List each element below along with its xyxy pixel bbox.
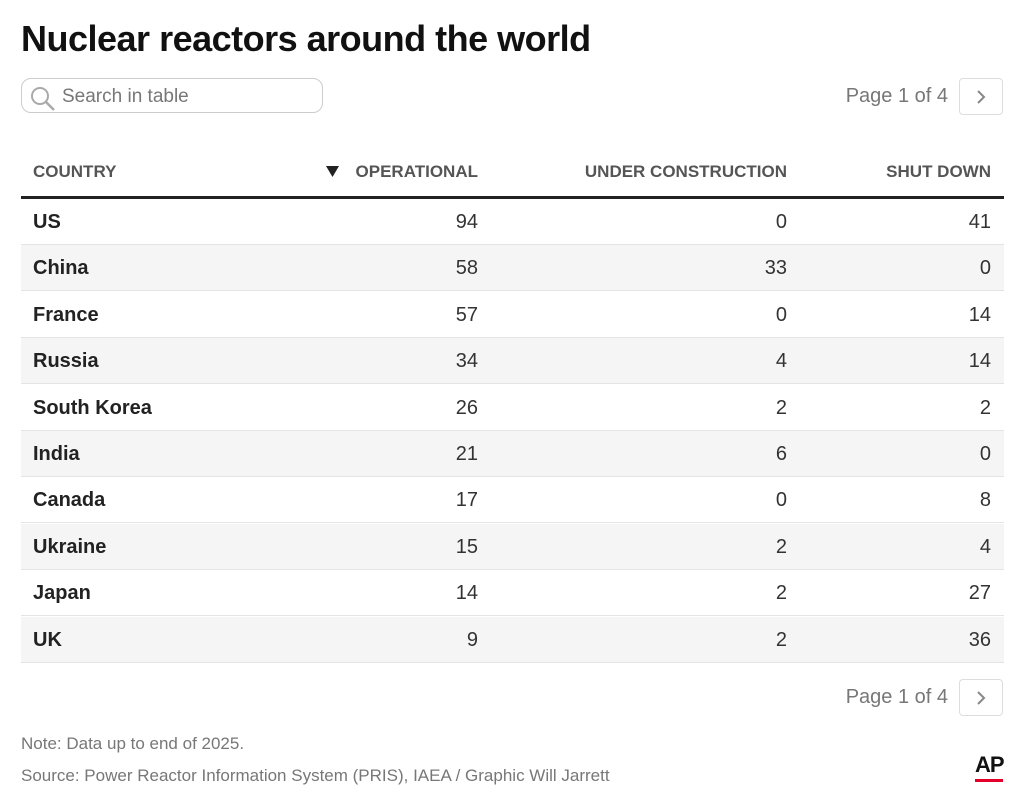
logo: AP bbox=[975, 752, 1005, 777]
number-cell: 2 bbox=[775, 628, 787, 651]
number-cell: 26 bbox=[455, 396, 478, 419]
number-cell: 41 bbox=[968, 211, 991, 233]
number-cell: 2 bbox=[775, 396, 787, 419]
search-placeholder: Search in table bbox=[62, 86, 189, 107]
chevron bbox=[977, 691, 986, 705]
number-cell: 6 bbox=[775, 443, 787, 465]
country-cell: Japan bbox=[33, 582, 91, 605]
country-cell: Canada bbox=[33, 489, 106, 512]
number-cell: 14 bbox=[968, 303, 991, 326]
column-header: SHUT DOWN bbox=[886, 162, 991, 181]
title: Nuclear reactors around the world bbox=[21, 18, 591, 59]
country-cell: India bbox=[33, 443, 80, 465]
number-cell: 0 bbox=[979, 443, 991, 465]
number-cell: 0 bbox=[775, 303, 787, 326]
logo-underline bbox=[975, 779, 1003, 782]
number-cell: 0 bbox=[775, 211, 787, 233]
search-box[interactable]: Search in table bbox=[21, 78, 323, 113]
number-cell: 33 bbox=[764, 257, 787, 280]
table-row: Ukraine 15 2 4 bbox=[21, 523, 1004, 570]
number-cell: 0 bbox=[979, 257, 991, 280]
chevron bbox=[977, 90, 986, 104]
table-row: France 57 0 14 bbox=[21, 291, 1004, 338]
table-row: South Korea 26 2 2 bbox=[21, 384, 1004, 431]
table-row: US 94 0 41 bbox=[21, 199, 1004, 245]
country-cell: France bbox=[33, 303, 99, 326]
number-cell: 14 bbox=[968, 350, 991, 373]
note: Note: Data up to end of 2025. bbox=[21, 734, 245, 753]
table-row: China 58 33 0 bbox=[21, 245, 1004, 292]
country-cell: South Korea bbox=[33, 396, 152, 419]
number-cell: 9 bbox=[466, 628, 478, 651]
country-cell: Russia bbox=[33, 350, 99, 373]
country-cell: US bbox=[33, 211, 61, 233]
next-page-button[interactable] bbox=[959, 679, 1003, 716]
number-cell: 17 bbox=[455, 489, 478, 512]
number-cell: 8 bbox=[979, 489, 991, 512]
page-label: Page 1 of 4 bbox=[845, 85, 948, 107]
country-cell: UK bbox=[33, 628, 62, 651]
sort-arrow bbox=[326, 166, 339, 177]
table-row: Russia 34 4 14 bbox=[21, 338, 1004, 385]
search-icon bbox=[31, 87, 55, 111]
number-cell: 14 bbox=[455, 582, 478, 605]
table-row: India 21 6 0 bbox=[21, 431, 1004, 477]
page-label: Page 1 of 4 bbox=[845, 686, 948, 708]
table-row: UK 9 2 36 bbox=[21, 616, 1004, 663]
table-row: Canada 17 0 8 bbox=[21, 477, 1004, 524]
number-cell: 21 bbox=[455, 443, 478, 465]
number-cell: 0 bbox=[775, 489, 787, 512]
number-cell: 57 bbox=[455, 303, 478, 326]
number-cell: 36 bbox=[968, 628, 991, 651]
number-cell: 2 bbox=[979, 396, 991, 419]
next-page-button[interactable] bbox=[959, 78, 1003, 115]
number-cell: 4 bbox=[979, 535, 991, 558]
number-cell: 58 bbox=[455, 257, 478, 280]
number-cell: 4 bbox=[775, 350, 787, 373]
number-cell: 2 bbox=[775, 582, 787, 605]
header-rule bbox=[21, 196, 1004, 199]
column-header: UNDER CONSTRUCTION bbox=[584, 162, 787, 181]
country-cell: Ukraine bbox=[33, 535, 107, 558]
number-cell: 94 bbox=[455, 211, 478, 233]
number-cell: 2 bbox=[775, 535, 787, 558]
country-cell: China bbox=[33, 257, 89, 280]
number-cell: 15 bbox=[455, 535, 478, 558]
table-row: Japan 14 2 27 bbox=[21, 570, 1004, 617]
number-cell: 34 bbox=[455, 350, 478, 373]
column-header: COUNTRY bbox=[33, 162, 117, 181]
source: Source: Power Reactor Information System… bbox=[21, 766, 610, 785]
number-cell: 27 bbox=[968, 582, 991, 605]
column-header[interactable]: OPERATIONAL bbox=[355, 162, 478, 181]
